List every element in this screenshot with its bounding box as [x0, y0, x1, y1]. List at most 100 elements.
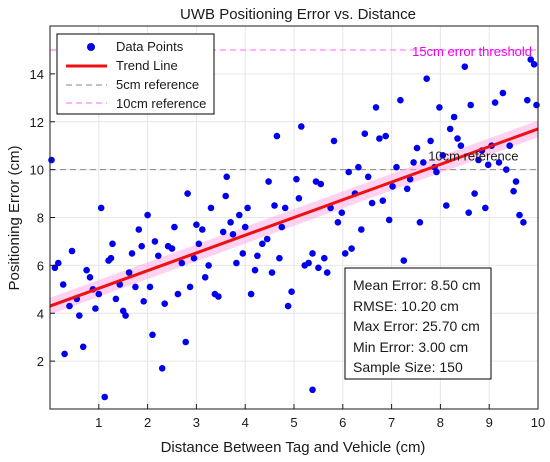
data-point	[338, 209, 346, 216]
legend-marker-data-points	[87, 43, 95, 51]
data-point	[59, 281, 67, 288]
stats-mean-error: Mean Error: 8.50 cm	[353, 277, 481, 293]
x-tick-label: 6	[339, 415, 346, 430]
data-point	[233, 259, 240, 267]
data-point	[491, 99, 499, 106]
data-point	[276, 254, 283, 262]
data-point	[379, 197, 387, 204]
x-tick-label: 2	[144, 415, 151, 430]
stats-rmse: RMSE: 10.20 cm	[353, 298, 459, 314]
data-point	[241, 223, 249, 231]
data-point	[271, 202, 278, 209]
stats-sample-size: Sample Size: 150	[353, 359, 463, 375]
data-point	[433, 168, 440, 176]
data-point	[268, 269, 276, 276]
data-point	[259, 240, 266, 248]
data-point	[510, 187, 517, 195]
data-point	[51, 264, 59, 272]
data-point	[122, 312, 129, 319]
chart-title: UWB Positioning Error vs. Distance	[180, 6, 416, 23]
data-point	[413, 144, 421, 152]
x-tick-label: 5	[290, 415, 297, 430]
data-point	[273, 132, 281, 140]
x-tick-label: 7	[388, 415, 395, 430]
data-point	[410, 159, 417, 166]
y-tick-label: 10	[30, 163, 44, 178]
data-point	[92, 305, 99, 312]
data-point	[503, 166, 510, 173]
data-point	[97, 204, 105, 212]
data-point	[155, 252, 162, 260]
data-point	[443, 202, 450, 209]
stats-box: Mean Error: 8.50 cm RMSE: 10.20 cm Max E…	[344, 267, 492, 380]
data-point	[533, 101, 540, 109]
data-point	[450, 113, 458, 121]
data-point	[107, 254, 115, 262]
data-point	[524, 96, 531, 104]
data-point	[168, 245, 176, 252]
data-point	[475, 156, 482, 164]
data-point	[372, 104, 380, 111]
data-point	[171, 223, 178, 231]
data-point	[174, 290, 182, 298]
data-point	[140, 298, 147, 305]
data-point	[236, 211, 243, 219]
data-point	[76, 312, 83, 319]
stats-box-frame	[344, 267, 492, 380]
reference-annotation: 10cm reference	[428, 148, 518, 163]
data-point	[184, 190, 191, 197]
data-point	[223, 173, 230, 181]
data-point	[446, 125, 454, 133]
data-point	[484, 161, 492, 169]
data-point	[254, 252, 261, 260]
y-tick-label: 14	[30, 67, 44, 82]
data-point	[527, 56, 534, 63]
data-point	[112, 295, 120, 303]
data-point	[400, 257, 408, 264]
data-point	[385, 216, 393, 224]
legend-label-5cm-reference: 5cm reference	[116, 77, 199, 92]
data-point	[68, 247, 76, 255]
data-point	[345, 168, 353, 176]
data-point	[439, 152, 447, 159]
data-point	[219, 228, 227, 236]
data-point	[317, 180, 325, 188]
data-point	[144, 211, 151, 219]
data-point	[436, 104, 443, 111]
data-point	[79, 343, 87, 351]
data-point	[125, 269, 133, 276]
data-point	[382, 132, 390, 140]
data-point	[151, 238, 159, 245]
data-point	[182, 338, 189, 346]
data-point	[201, 274, 209, 281]
data-point	[281, 204, 289, 212]
data-point	[227, 219, 234, 226]
y-axis-label: Positioning Error (cm)	[6, 145, 23, 290]
x-tick-label: 9	[486, 415, 493, 430]
data-point	[516, 211, 523, 219]
data-point	[207, 204, 215, 212]
data-point	[61, 350, 68, 358]
data-point	[397, 96, 404, 104]
data-point	[215, 293, 222, 300]
data-point	[330, 137, 338, 145]
data-point	[309, 250, 316, 257]
y-tick-label: 4	[37, 306, 44, 321]
data-point	[205, 262, 212, 269]
y-tick-label: 8	[37, 211, 44, 226]
data-point	[193, 221, 200, 228]
data-point	[132, 283, 139, 291]
data-point	[403, 185, 411, 193]
x-tick-label: 8	[437, 415, 444, 430]
data-point	[454, 135, 461, 142]
legend-label-trend-line: Trend Line	[116, 58, 178, 73]
y-tick-label: 2	[37, 354, 44, 369]
data-point	[341, 250, 349, 257]
data-point	[348, 245, 355, 252]
data-point	[239, 250, 247, 257]
data-point	[109, 240, 116, 248]
data-point	[288, 288, 295, 296]
data-point	[467, 101, 475, 109]
data-point	[95, 290, 103, 298]
legend-label-10cm-reference: 10cm reference	[116, 96, 206, 111]
